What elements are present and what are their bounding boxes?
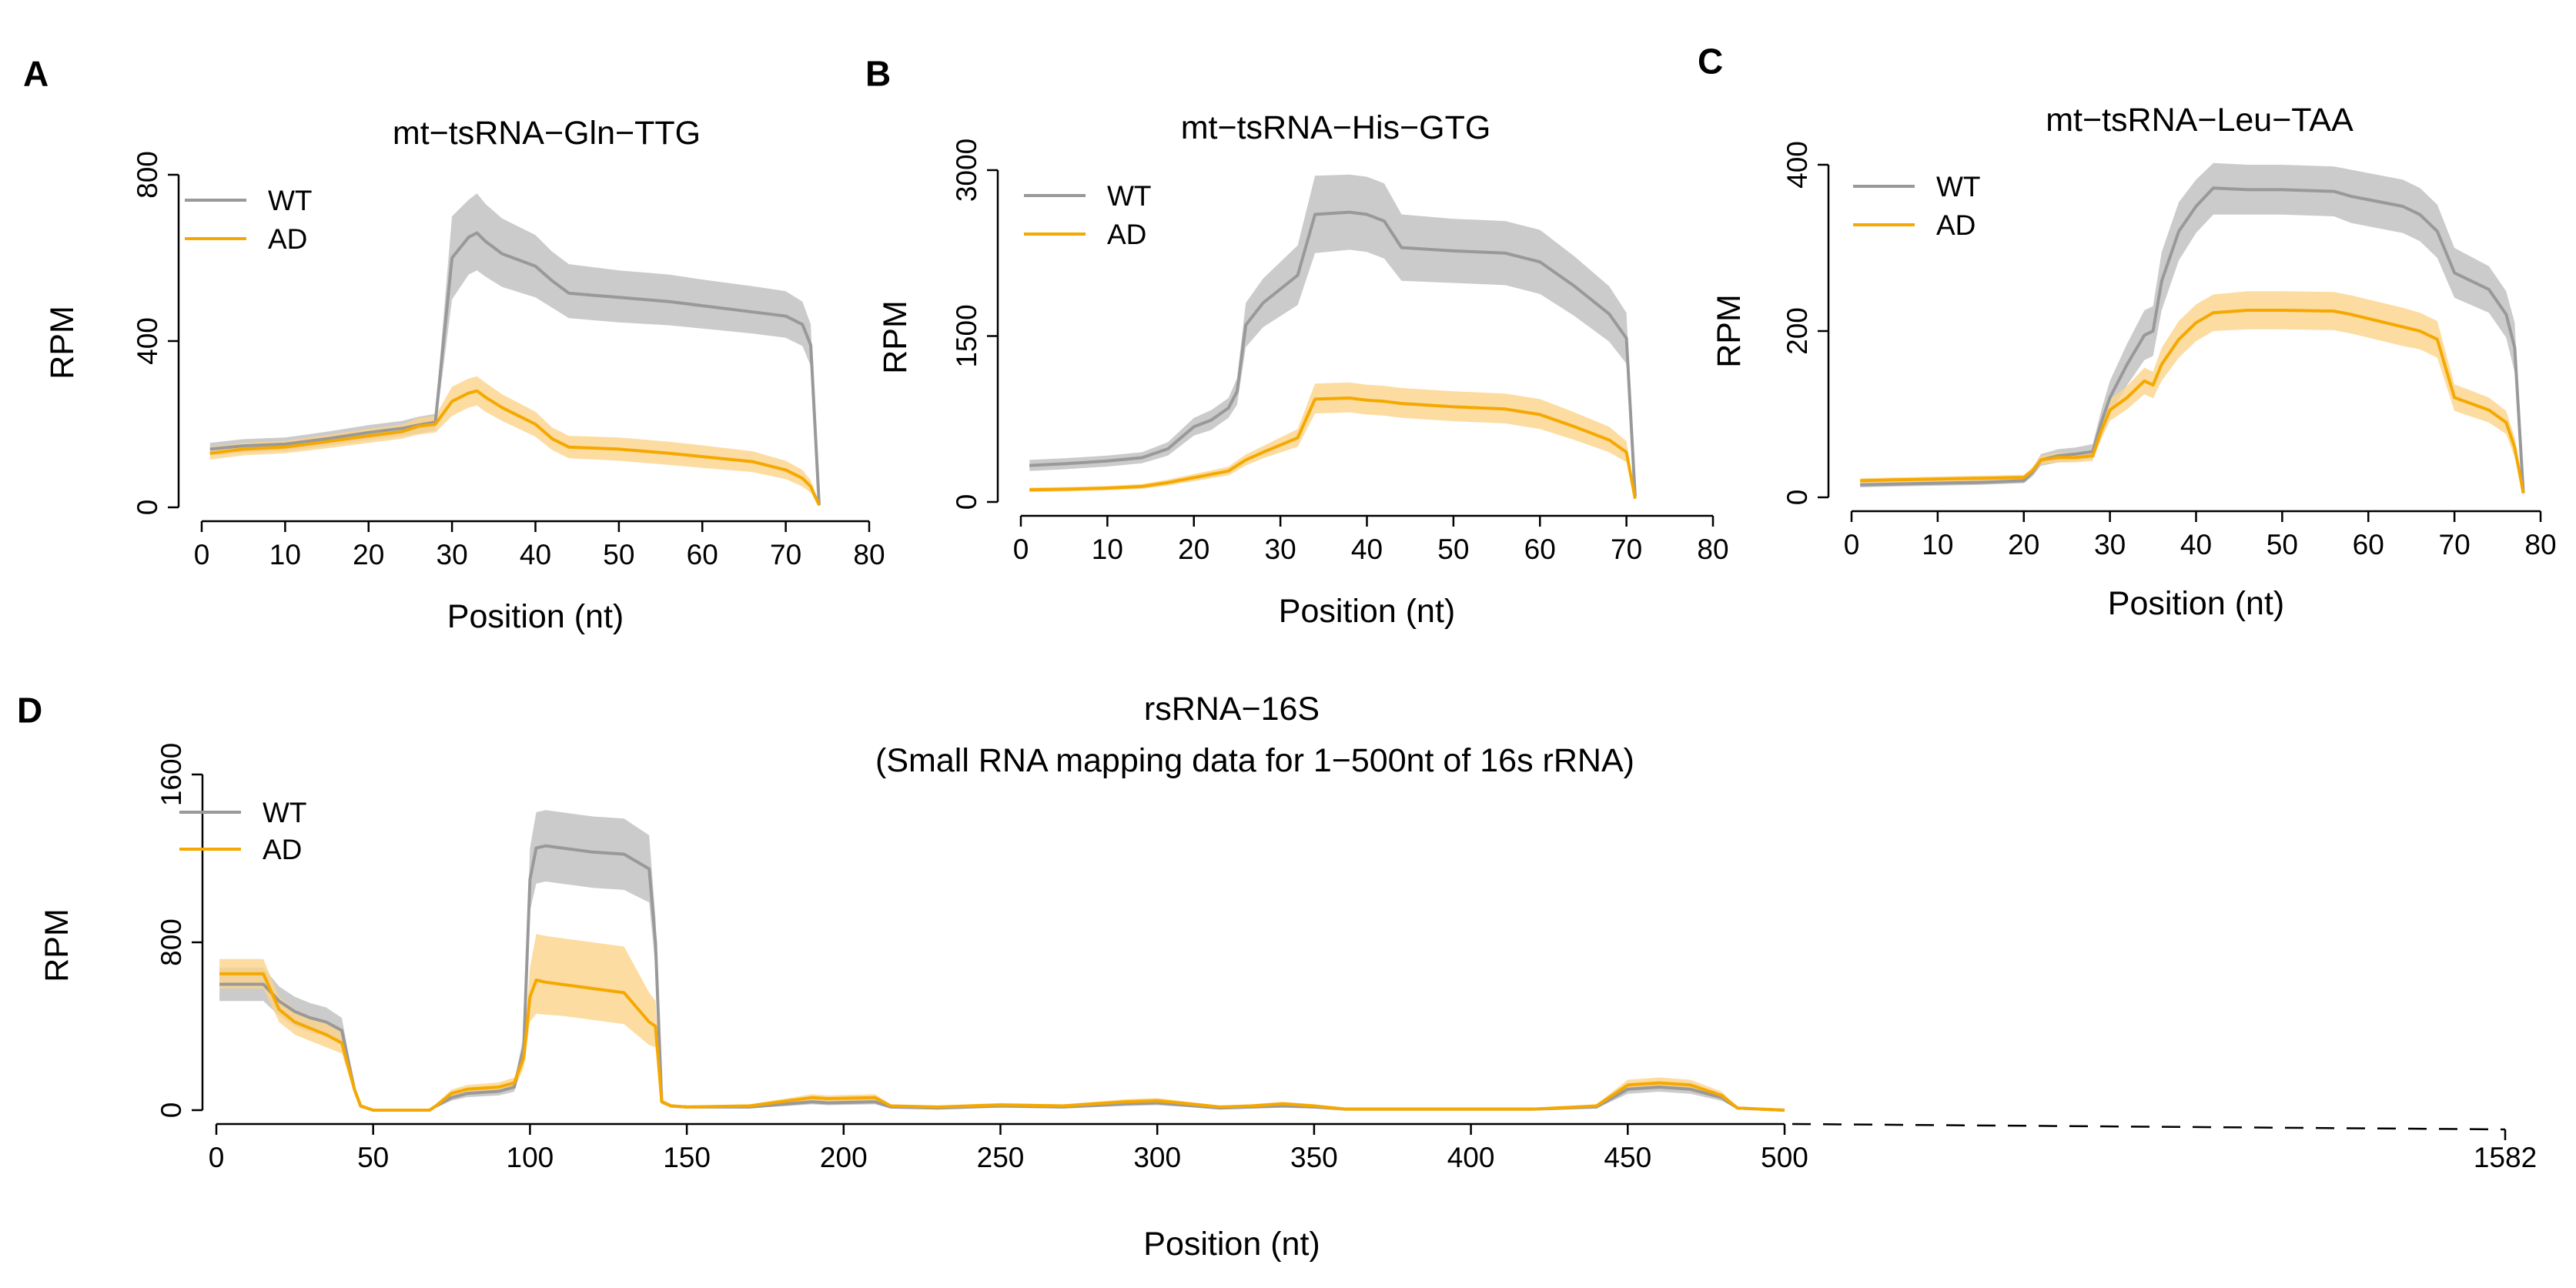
- x-tick-label: 10: [1092, 534, 1123, 565]
- chart-subtitle: (Small RNA mapping data for 1−500nt of 1…: [875, 742, 1634, 779]
- x-tick-label: 450: [1604, 1142, 1651, 1173]
- x-tick-label: 20: [1178, 534, 1209, 565]
- panel-label: C: [1698, 42, 1723, 82]
- y-tick-label: 400: [132, 317, 163, 365]
- x-tick-label: 10: [269, 539, 301, 570]
- x-tick-label: 10: [1922, 529, 1953, 560]
- x-tick-label: 300: [1133, 1142, 1181, 1173]
- series-line-ad: [219, 972, 1785, 1112]
- x-tick-label: 70: [2439, 529, 2471, 560]
- series-line-ad: [209, 389, 821, 507]
- legend-label-ad: AD: [1936, 209, 1975, 241]
- y-tick-label: 0: [156, 1102, 187, 1119]
- band-ad: [1029, 382, 1635, 500]
- x-tick-label: 350: [1290, 1142, 1338, 1173]
- band-wt: [209, 193, 819, 507]
- x-tick-label: 40: [520, 539, 551, 570]
- band-wt: [1029, 174, 1635, 499]
- legend-label-wt: WT: [268, 185, 313, 216]
- panel-c: Cmt−tsRNA−Leu−TAA 0 200 400 RPM 0 10 20 30 40 50 60…: [1698, 42, 2557, 622]
- y-tick-label: 3000: [951, 139, 982, 202]
- chart-title: mt−tsRNA−Leu−TAA: [2046, 102, 2354, 139]
- band-wt: [1860, 162, 2524, 495]
- y-tick-label: 400: [1781, 141, 1813, 189]
- x-tick-label-end: 1582: [2474, 1142, 2537, 1173]
- legend-label-wt: WT: [1936, 171, 1981, 202]
- series-line-wt: [1029, 210, 1637, 497]
- x-tick-label: 70: [770, 539, 801, 570]
- y-tick-label: 0: [132, 500, 163, 516]
- legend-label-wt: WT: [263, 797, 307, 828]
- y-tick-label: 0: [951, 494, 982, 510]
- y-tick-label: 200: [1781, 307, 1813, 355]
- x-tick-label: 0: [194, 539, 210, 570]
- y-axis-title: RPM: [44, 306, 81, 380]
- x-tick-label: 50: [2267, 529, 2298, 560]
- x-tick-label: 250: [977, 1142, 1025, 1173]
- x-tick-label: 500: [1761, 1142, 1808, 1173]
- legend-label-ad: AD: [1107, 219, 1146, 250]
- panel-label: A: [23, 54, 49, 94]
- x-tick-label: 50: [603, 539, 634, 570]
- x-tick-label: 50: [1437, 534, 1469, 565]
- x-tick-label: 40: [2180, 529, 2212, 560]
- y-axis-title: RPM: [38, 908, 75, 982]
- x-tick-label: 30: [437, 539, 468, 570]
- x-axis-title: Position (nt): [2108, 585, 2284, 622]
- x-tick-label: 70: [1611, 534, 1642, 565]
- chart-title: mt−tsRNA−His−GTG: [1181, 109, 1491, 146]
- panel-a: Amt−tsRNA−Gln−TTG 0 400 800 RPM 0 10 20 30 40 50 60…: [23, 54, 885, 635]
- x-tick-label: 30: [1265, 534, 1296, 565]
- x-tick-label: 0: [1013, 534, 1029, 565]
- axis-break-line: [1791, 1122, 2506, 1131]
- x-axis-title: Position (nt): [1143, 1226, 1320, 1263]
- x-tick-label: 0: [209, 1142, 225, 1173]
- legend-label-ad: AD: [268, 223, 307, 255]
- x-axis-title: Position (nt): [1279, 593, 1455, 630]
- y-axis-title: RPM: [1711, 294, 1748, 368]
- band-ad: [1860, 291, 2524, 495]
- x-tick-label: 60: [2353, 529, 2384, 560]
- x-tick-label: 40: [1351, 534, 1383, 565]
- y-axis-title: RPM: [877, 300, 914, 374]
- x-tick-label: 80: [853, 539, 885, 570]
- y-tick-label: 1600: [156, 743, 187, 806]
- y-tick-label: 800: [132, 151, 163, 199]
- x-tick-label: 80: [1697, 534, 1728, 565]
- series-line-ad: [1860, 309, 2525, 493]
- series-line-ad: [1029, 396, 1637, 500]
- band-ad: [219, 934, 1785, 1110]
- y-tick-label: 0: [1781, 490, 1813, 506]
- x-tick-label: 400: [1447, 1142, 1495, 1173]
- chart-title: rsRNA−16S: [1144, 691, 1320, 728]
- y-tick-label: 1500: [951, 304, 982, 367]
- x-axis-title: Position (nt): [447, 598, 624, 635]
- y-tick-label: 800: [156, 918, 187, 966]
- band-wt: [219, 810, 1785, 1110]
- x-tick-label: 20: [353, 539, 384, 570]
- x-tick-label: 20: [2008, 529, 2039, 560]
- legend-label-ad: AD: [263, 834, 302, 865]
- x-tick-label: 150: [663, 1142, 711, 1173]
- x-tick-label: 200: [820, 1142, 868, 1173]
- x-tick-label: 50: [357, 1142, 389, 1173]
- x-tick-label: 60: [687, 539, 718, 570]
- x-tick-label: 0: [1844, 529, 1860, 560]
- panel-label: B: [865, 54, 891, 94]
- x-tick-label: 60: [1524, 534, 1556, 565]
- legend-label-wt: WT: [1107, 180, 1152, 212]
- x-tick-label: 100: [507, 1142, 554, 1173]
- x-tick-label: 30: [2094, 529, 2126, 560]
- chart-title: mt−tsRNA−Gln−TTG: [393, 115, 701, 152]
- x-tick-label: 80: [2524, 529, 2556, 560]
- panel-b: Bmt−tsRNA−His−GTG 0 1500 3000 RPM 0 10 20 30 40 50…: [865, 54, 1729, 630]
- series-line-wt: [219, 844, 1785, 1112]
- panel-label: D: [17, 691, 42, 731]
- series-line-wt: [209, 231, 821, 506]
